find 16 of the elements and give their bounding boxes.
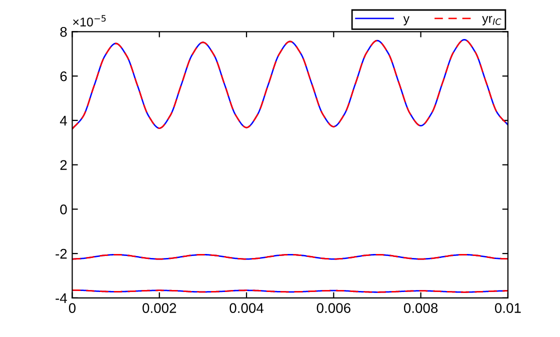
legend-label: yr$_{IC}$: [482, 16, 502, 26]
y-tick-label: 2: [60, 160, 67, 170]
y-tick-label: 8: [60, 27, 67, 37]
x-tick-label: 0: [68, 303, 76, 313]
legend-label: y: [403, 16, 410, 26]
x-tick-label: 0.01: [494, 303, 521, 313]
x-tick-label: 0.008: [404, 303, 438, 313]
y-tick-label: -4: [56, 293, 67, 303]
y-tick-label: -2: [56, 248, 67, 259]
y-tick-label: 6: [60, 71, 67, 82]
x-tick-label: 0.002: [142, 303, 176, 313]
x-tick-label: 0.006: [316, 303, 350, 313]
x-tick-label: 0.004: [230, 303, 264, 313]
text: ×10$^{−5}$: [73, 15, 106, 26]
y-tick-label: 4: [60, 116, 67, 126]
y-tick-label: 0: [60, 204, 67, 214]
